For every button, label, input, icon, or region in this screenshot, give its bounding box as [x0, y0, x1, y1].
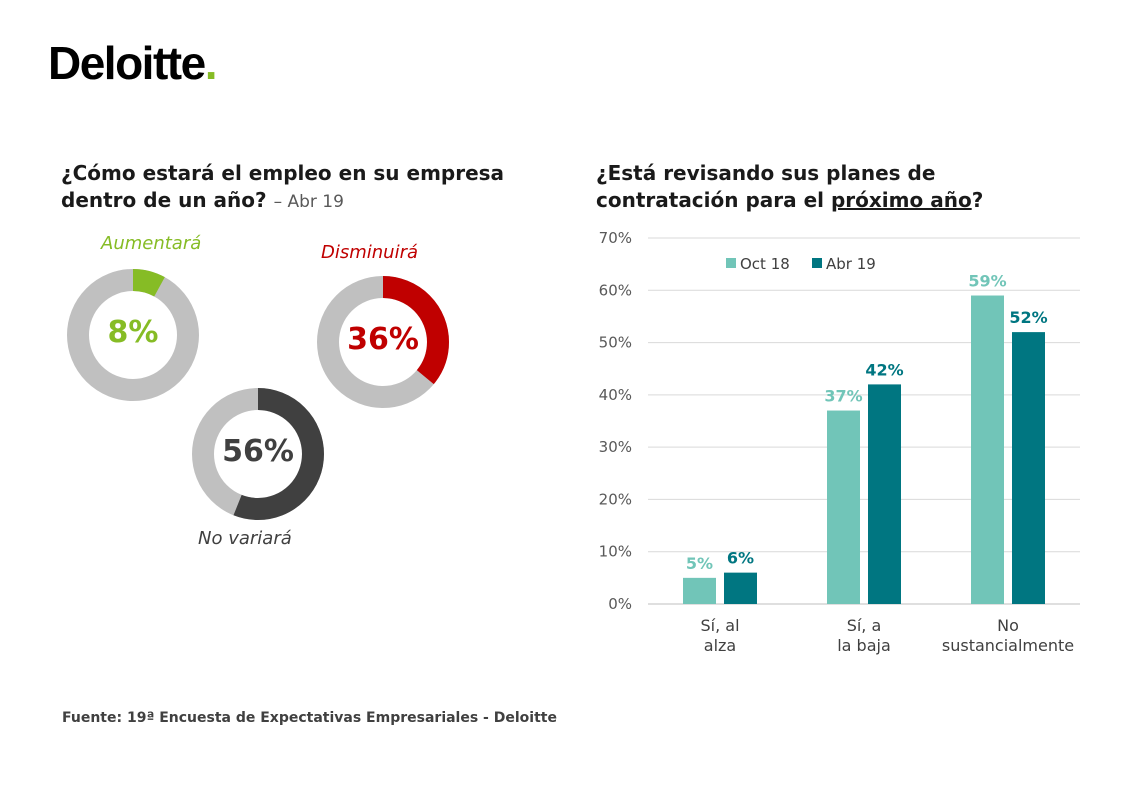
y-tick-label: 30%: [599, 438, 632, 456]
bar-oct-18: [683, 577, 716, 604]
category-label: No: [997, 616, 1019, 635]
donut-segment: [317, 276, 449, 408]
source-note: Fuente: 19ª Encuesta de Expectativas Emp…: [62, 710, 557, 726]
category-label: Sí, al: [700, 616, 739, 635]
category-label: alza: [704, 636, 736, 655]
bar-oct-18: [827, 410, 860, 604]
donut-segment: [192, 388, 324, 520]
donut-disminuira: [317, 276, 449, 408]
donut-label-disminuira: Disminuirá: [321, 242, 419, 263]
right-question-title: ¿Está revisando sus planes de contrataci…: [596, 160, 1066, 214]
bar-abr-19: [868, 384, 901, 604]
donut-no-variara: [192, 388, 324, 520]
right-question-underlined: próximo año: [830, 188, 972, 212]
legend-swatch: [726, 258, 736, 268]
donut-value-no-variara: 56%: [222, 434, 294, 469]
category-label: Sí, a: [847, 616, 882, 635]
donut-value-aumentara: 8%: [107, 315, 159, 350]
bar-abr-19: [724, 572, 757, 604]
y-tick-label: 0%: [608, 595, 632, 613]
left-question-title: ¿Cómo estará el empleo en su empresa den…: [61, 160, 531, 216]
donut-aumentara: [67, 269, 199, 401]
donut-label-aumentara: Aumentará: [101, 233, 202, 254]
bar-data-label: 52%: [1009, 308, 1047, 327]
bar-data-label: 5%: [686, 554, 713, 573]
bar-abr-19: [1012, 332, 1045, 604]
donut-value-disminuira: 36%: [347, 322, 419, 357]
left-question-date: – Abr 19: [273, 192, 344, 212]
right-question-text: ¿Está revisando sus planes de contrataci…: [596, 161, 936, 212]
legend-swatch: [812, 258, 822, 268]
bar-data-label: 59%: [968, 272, 1006, 291]
left-question-text: ¿Cómo estará el empleo en su empresa den…: [61, 161, 505, 212]
bar-data-label: 42%: [865, 360, 903, 379]
logo-text: Deloitte: [48, 37, 206, 89]
y-tick-label: 20%: [599, 490, 632, 508]
y-tick-label: 40%: [599, 386, 632, 404]
donut-segment: [67, 269, 199, 401]
legend-label: Abr 19: [826, 255, 876, 273]
y-tick-label: 10%: [599, 543, 632, 561]
logo-dot: .: [204, 37, 218, 89]
bar-data-label: 37%: [824, 387, 862, 406]
bar-data-label: 6%: [727, 549, 754, 568]
legend-label: Oct 18: [740, 255, 790, 273]
donut-label-no-variara: No variará: [198, 528, 292, 549]
y-tick-label: 60%: [599, 281, 632, 299]
y-tick-label: 70%: [599, 229, 632, 247]
y-tick-label: 50%: [599, 334, 632, 352]
right-question-end: ?: [971, 188, 984, 212]
category-label: la baja: [837, 636, 891, 655]
category-label: sustancialmente: [942, 636, 1074, 655]
deloitte-logo: Deloitte.: [48, 36, 218, 90]
bar-oct-18: [971, 295, 1004, 604]
